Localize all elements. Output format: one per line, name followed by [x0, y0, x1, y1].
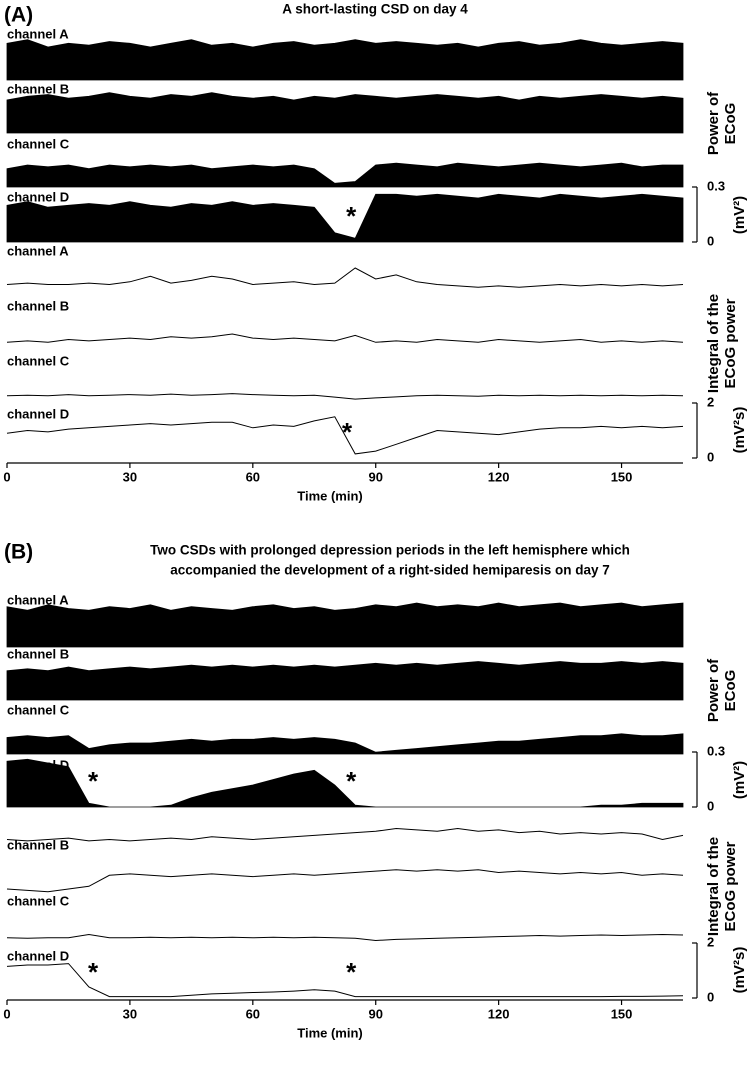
power-area: [6, 193, 684, 243]
x-tick-label: 30: [123, 1006, 137, 1021]
channel-label: channel D: [7, 948, 69, 963]
unit-label: (mV²s): [731, 407, 748, 454]
x-tick-label: 120: [488, 1006, 510, 1021]
channel-label: channel C: [7, 702, 70, 717]
integral-line: [6, 267, 684, 288]
x-tick-label: 120: [488, 469, 510, 484]
unit-label: (mV²s): [731, 947, 748, 994]
side-label: Integral of the: [705, 294, 722, 393]
scale-label: 2: [707, 934, 714, 949]
x-tick-label: 90: [368, 1006, 382, 1021]
side-label: ECoG power: [722, 841, 739, 931]
channel-label: channel B: [7, 298, 69, 313]
integral-line: [6, 333, 684, 343]
power-area: [6, 661, 684, 701]
integral-line: [6, 963, 684, 998]
x-tick-label: 90: [368, 469, 382, 484]
annotation: *: [88, 766, 99, 796]
channel-label: channel C: [7, 353, 70, 368]
channel-label: channel D: [7, 406, 69, 421]
x-tick-label: 60: [246, 1006, 260, 1021]
annotation: *: [346, 201, 357, 231]
annotation: *: [88, 957, 99, 987]
x-axis-label: Time (min): [297, 488, 363, 503]
x-axis-label: Time (min): [297, 1025, 363, 1040]
channel-label: channel C: [7, 136, 70, 151]
power-area: [6, 602, 684, 648]
annotation: *: [342, 417, 353, 447]
side-label: ECoG power: [722, 298, 739, 388]
unit-label: (mV²): [731, 196, 748, 234]
side-label: ECoG: [722, 670, 739, 712]
panel-label: (B): [4, 541, 33, 564]
channel-label: channel C: [7, 893, 70, 908]
channel-label: channel B: [7, 837, 69, 852]
integral-line: [6, 827, 684, 842]
x-tick-label: 0: [3, 1006, 10, 1021]
annotation: *: [346, 957, 357, 987]
channel-label: channel A: [7, 784, 69, 799]
power-area: [6, 758, 684, 808]
channel-label: channel A: [7, 243, 69, 258]
x-tick-label: 150: [611, 469, 633, 484]
scale-label: 2: [707, 394, 714, 409]
power-area: [6, 162, 684, 188]
channel-label: channel B: [7, 81, 69, 96]
channel-label: channel B: [7, 646, 69, 661]
integral-line: [6, 869, 684, 893]
x-tick-label: 30: [123, 469, 137, 484]
x-tick-label: 0: [3, 469, 10, 484]
side-label: Power of: [705, 91, 722, 155]
power-area: [6, 733, 684, 755]
chart-title: Two CSDs with prolonged depression perio…: [150, 543, 630, 558]
integral-line: [6, 416, 684, 455]
scale-label: 0: [707, 798, 714, 813]
side-label: ECoG: [722, 103, 739, 145]
scale-label: 0: [707, 989, 714, 1004]
power-area: [6, 92, 684, 134]
scale-label: 0: [707, 233, 714, 248]
panel-label: (A): [4, 4, 33, 27]
side-label: Power of: [705, 658, 722, 722]
chart-title: A short-lasting CSD on day 4: [282, 2, 468, 17]
x-tick-label: 150: [611, 1006, 633, 1021]
integral-line: [6, 933, 684, 942]
integral-line: [6, 393, 684, 400]
scale-label: 0.3: [707, 743, 725, 758]
chart-title: accompanied the development of a right-s…: [170, 563, 610, 578]
channel-label: channel D: [7, 189, 69, 204]
channel-label: channel A: [7, 26, 69, 41]
channel-label: channel A: [7, 592, 69, 607]
unit-label: (mV²): [731, 761, 748, 799]
power-area: [6, 39, 684, 81]
scale-label: 0: [707, 449, 714, 464]
annotation: *: [346, 766, 357, 796]
x-tick-label: 60: [246, 469, 260, 484]
side-label: Integral of the: [705, 837, 722, 936]
scale-label: 0.3: [707, 178, 725, 193]
